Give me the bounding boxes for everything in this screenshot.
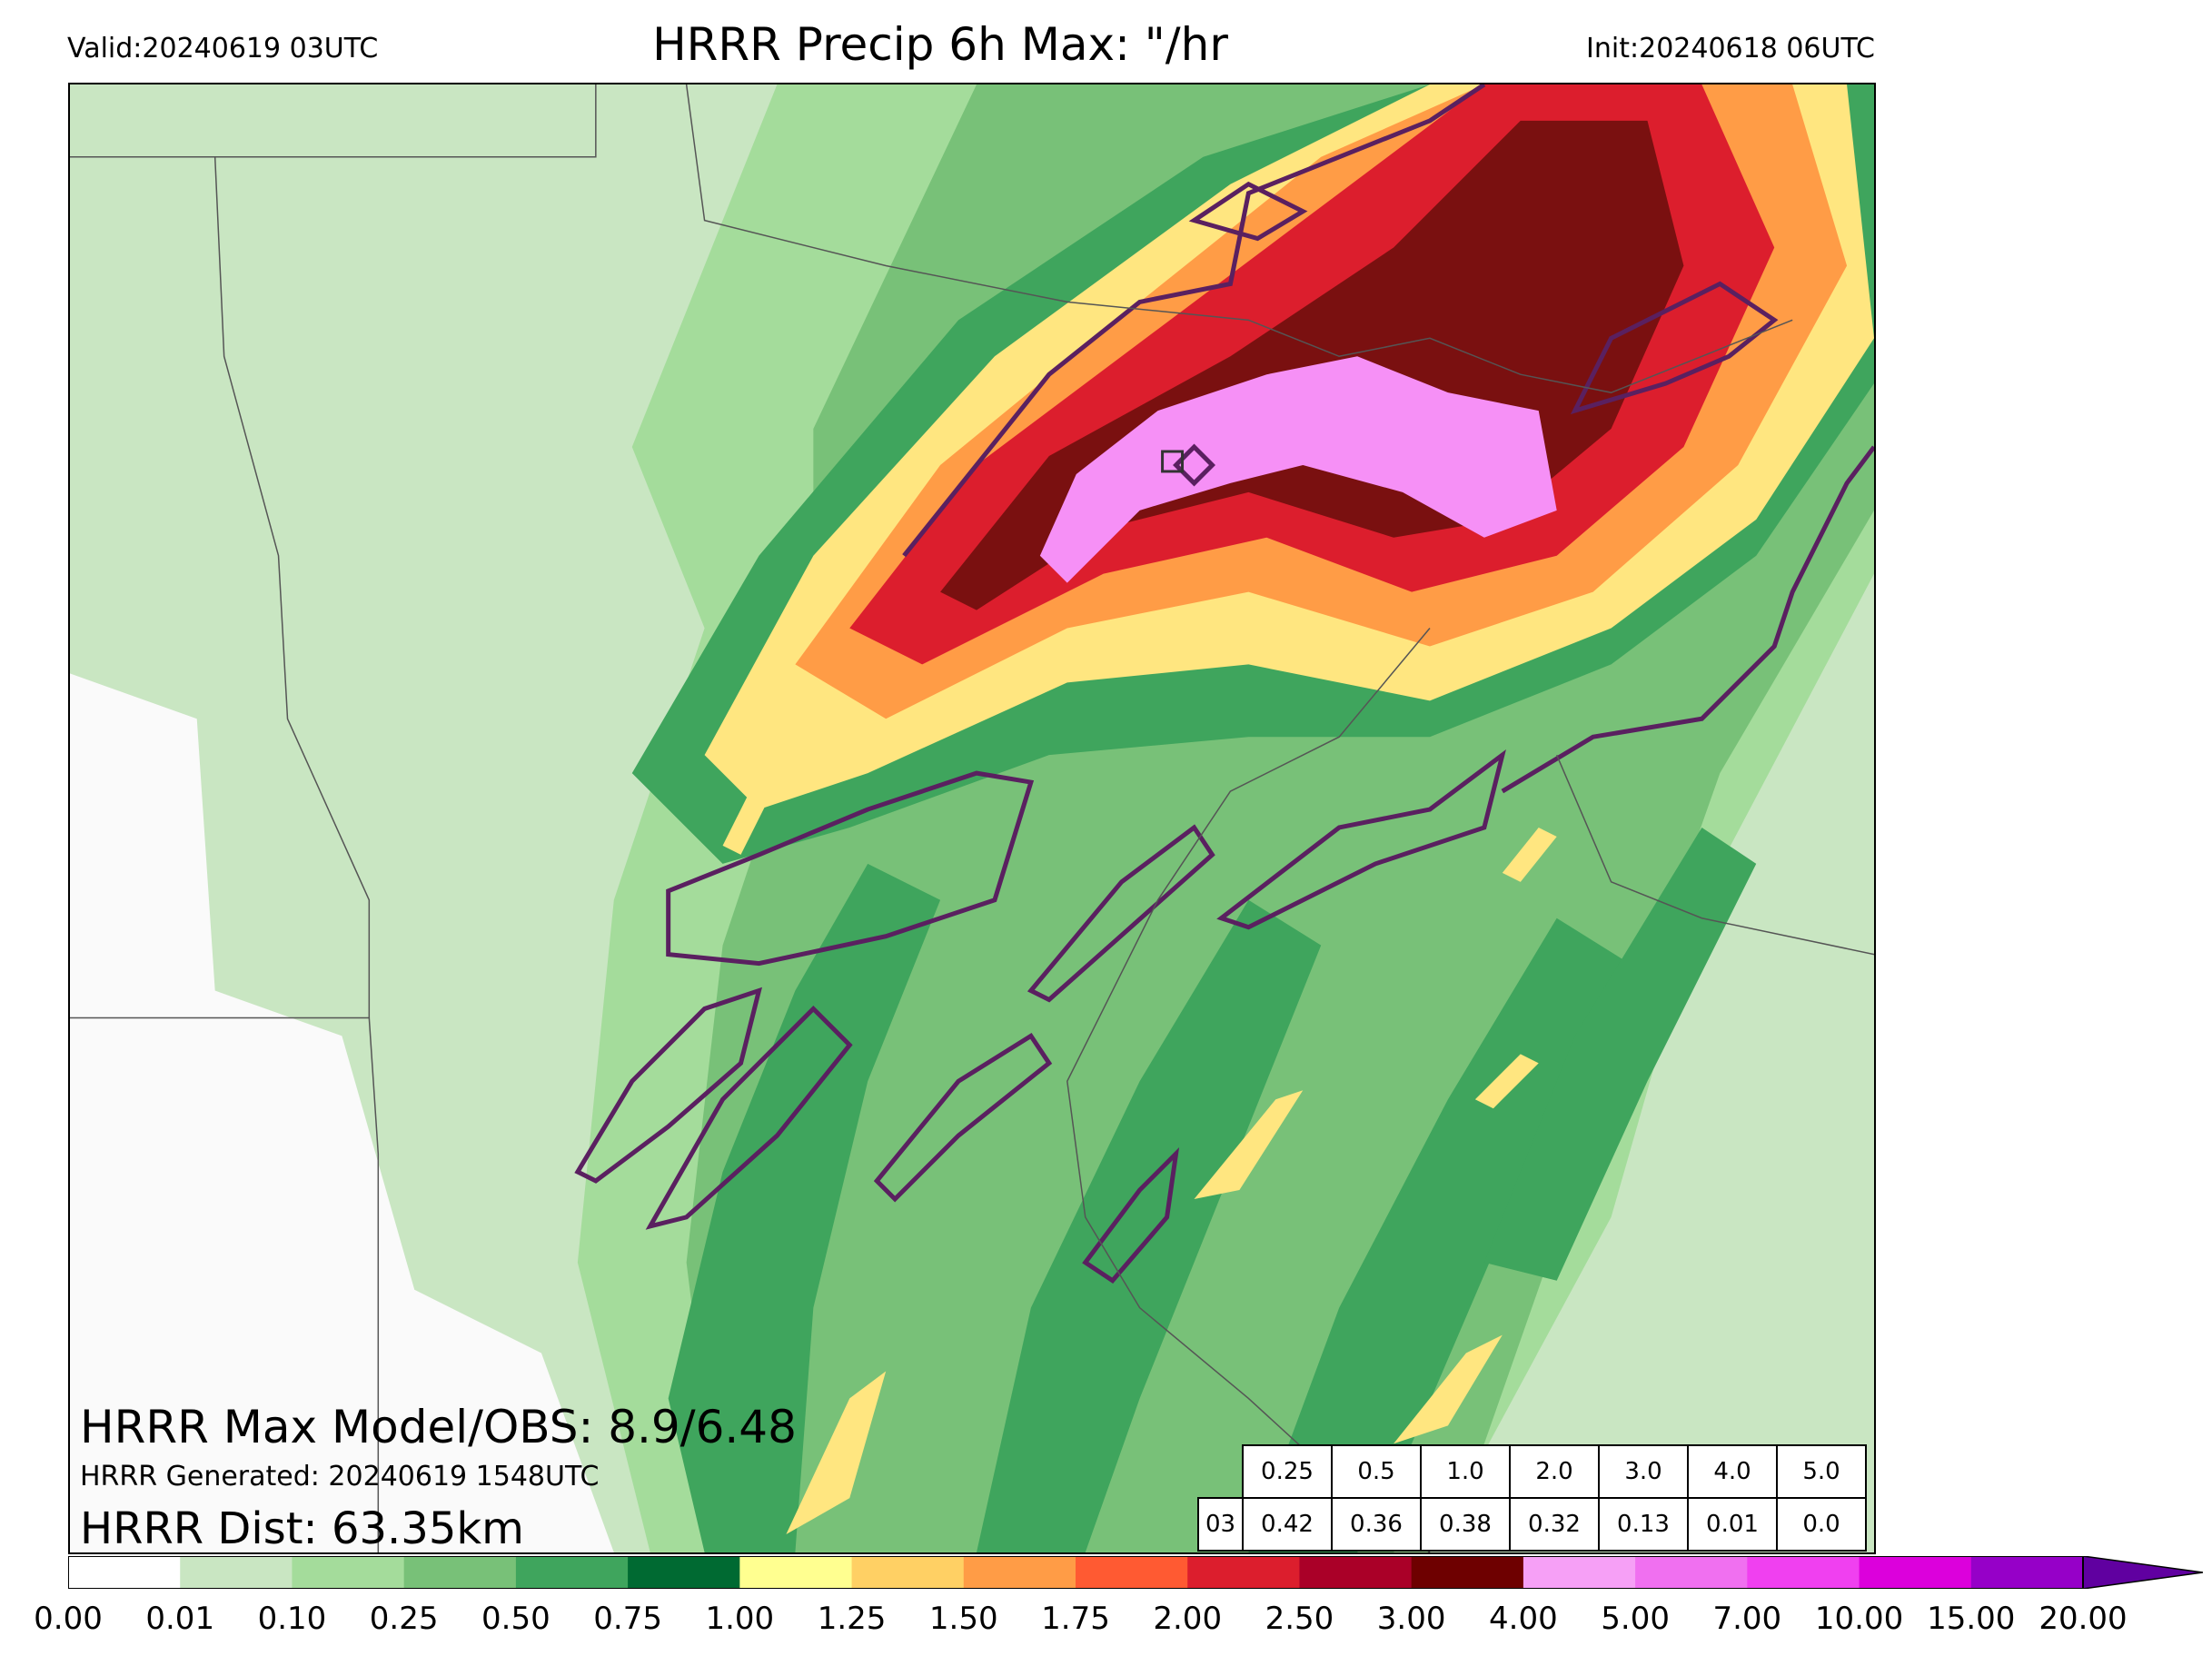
colorbar-tick-label: 20.00	[2038, 1601, 2128, 1637]
obs-contour	[1216, 749, 1506, 930]
score-cell: 0.38	[1420, 1497, 1511, 1552]
state-boundary	[70, 1016, 380, 1552]
state-boundaries	[70, 84, 1874, 1552]
colorbar-tick-label: 1.75	[1041, 1601, 1110, 1637]
threshold-cell: 0.25	[1242, 1444, 1333, 1499]
colorbar-tick-label: 4.00	[1489, 1601, 1558, 1637]
intense-cell	[1474, 1054, 1539, 1109]
colorbar-segment	[628, 1556, 740, 1589]
threshold-cell: 3.0	[1598, 1444, 1689, 1499]
obs-contour	[1082, 1147, 1180, 1284]
colorbar	[68, 1556, 2203, 1589]
obs-contour	[1188, 181, 1308, 242]
row-label-cell: 03	[1197, 1497, 1244, 1552]
colorbar-tick-label: 0.01	[145, 1601, 215, 1637]
colorbar-segment	[403, 1556, 517, 1589]
map-title: HRRR Precip 6h Max: "/hr	[652, 18, 1228, 71]
generated-time-stat: HRRR Generated: 20240619 1548UTC	[80, 1461, 600, 1492]
intense-cell	[786, 1371, 887, 1535]
precip-band	[1483, 827, 1757, 1281]
threshold-score-table: 0.25 0.5 1.0 2.0 3.0 4.0 5.0 03 0.42 0.3…	[1197, 1444, 1867, 1552]
obs-contour	[666, 770, 1035, 967]
colorbar-segment	[1859, 1556, 1972, 1589]
colorbar-segment	[180, 1556, 293, 1589]
colorbar-segment	[1523, 1556, 1636, 1589]
state-boundary	[70, 84, 597, 158]
colorbar-segment	[1187, 1556, 1300, 1589]
score-cell: 0.32	[1509, 1497, 1600, 1552]
valid-time-label: Valid:20240619 03UTC	[67, 33, 379, 64]
colorbar-segment	[739, 1556, 853, 1589]
colorbar-segment	[1299, 1556, 1413, 1589]
score-cell: 0.36	[1331, 1497, 1422, 1552]
colorbar-extend-arrow	[2082, 1556, 2203, 1589]
threshold-cell: 4.0	[1687, 1444, 1778, 1499]
threshold-cell: 5.0	[1776, 1444, 1867, 1499]
colorbar-tick-label: 3.00	[1376, 1601, 1446, 1637]
colorbar-tick-label: 2.00	[1153, 1601, 1223, 1637]
precip-map	[68, 83, 1876, 1554]
colorbar-segment	[1635, 1556, 1748, 1589]
colorbar-segment	[515, 1556, 629, 1589]
intense-cell	[722, 773, 778, 855]
score-cell: 0.01	[1687, 1497, 1778, 1552]
model-obs-stat: HRRR Max Model/OBS: 8.9/6.48	[80, 1401, 797, 1453]
obs-contour	[1501, 445, 1874, 794]
colorbar-tick-label: 0.75	[593, 1601, 662, 1637]
colorbar-tick-label: 7.00	[1712, 1601, 1782, 1637]
obs-contour	[873, 1033, 1053, 1203]
precip-map-canvas	[70, 84, 1874, 1552]
intense-cell	[1194, 1090, 1304, 1199]
threshold-cell: 2.0	[1509, 1444, 1600, 1499]
init-time-label: Init:20240618 06UTC	[1586, 33, 1875, 64]
obs-contour	[902, 84, 1486, 558]
colorbar-segment	[1411, 1556, 1524, 1589]
precip-band	[1248, 917, 1630, 1552]
colorbar-tick-label: 0.00	[34, 1601, 103, 1637]
threshold-cell: 0.5	[1331, 1444, 1422, 1499]
precip-band	[976, 899, 1322, 1552]
obs-contours	[574, 84, 1874, 1284]
colorbar-tick-label: 0.50	[481, 1601, 551, 1637]
state-boundary	[213, 156, 371, 1018]
colorbar-tick-label: 5.00	[1601, 1601, 1670, 1637]
score-row: 03 0.42 0.36 0.38 0.32 0.13 0.01 0.0	[1197, 1497, 1867, 1552]
score-cell: 0.0	[1776, 1497, 1867, 1552]
obs-contour	[1027, 824, 1215, 1003]
colorbar-tick-label: 10.00	[1814, 1601, 1904, 1637]
score-cell: 0.42	[1242, 1497, 1333, 1552]
colorbar-segment	[292, 1556, 405, 1589]
colorbar-tick-label: 0.25	[369, 1601, 439, 1637]
colorbar-segment	[1747, 1556, 1860, 1589]
extreme-rain-pink	[1039, 356, 1557, 583]
colorbar-tick-label: 0.10	[257, 1601, 327, 1637]
obs-contour	[645, 1005, 853, 1230]
max-location-marker	[1161, 450, 1185, 473]
threshold-header-row: 0.25 0.5 1.0 2.0 3.0 4.0 5.0	[1198, 1444, 1867, 1499]
distance-stat: HRRR Dist: 63.35km	[80, 1503, 524, 1554]
state-boundary	[1066, 628, 1431, 1552]
colorbar-segment	[68, 1556, 181, 1589]
colorbar-tick-label: 2.50	[1265, 1601, 1334, 1637]
colorbar-tick-label: 15.00	[1927, 1601, 2016, 1637]
colorbar-segment	[963, 1556, 1076, 1589]
obs-contour	[1173, 443, 1215, 487]
colorbar-segment	[851, 1556, 965, 1589]
obs-contour	[1570, 281, 1779, 415]
obs-contour	[574, 987, 762, 1184]
state-boundary	[685, 84, 1793, 393]
colorbar-segment	[1970, 1556, 2084, 1589]
threshold-cell: 1.0	[1420, 1444, 1511, 1499]
precip-band	[668, 863, 941, 1552]
colorbar-outline	[68, 1556, 2084, 1589]
state-boundary	[1556, 754, 1874, 956]
colorbar-segment	[1076, 1556, 1188, 1589]
colorbar-tick-label: 1.25	[817, 1601, 887, 1637]
intense-cell	[1394, 1334, 1503, 1444]
colorbar-tick-label: 1.50	[928, 1601, 998, 1637]
colorbar-tick-label: 1.00	[705, 1601, 775, 1637]
score-cell: 0.13	[1598, 1497, 1689, 1552]
intense-cell	[1502, 827, 1557, 882]
